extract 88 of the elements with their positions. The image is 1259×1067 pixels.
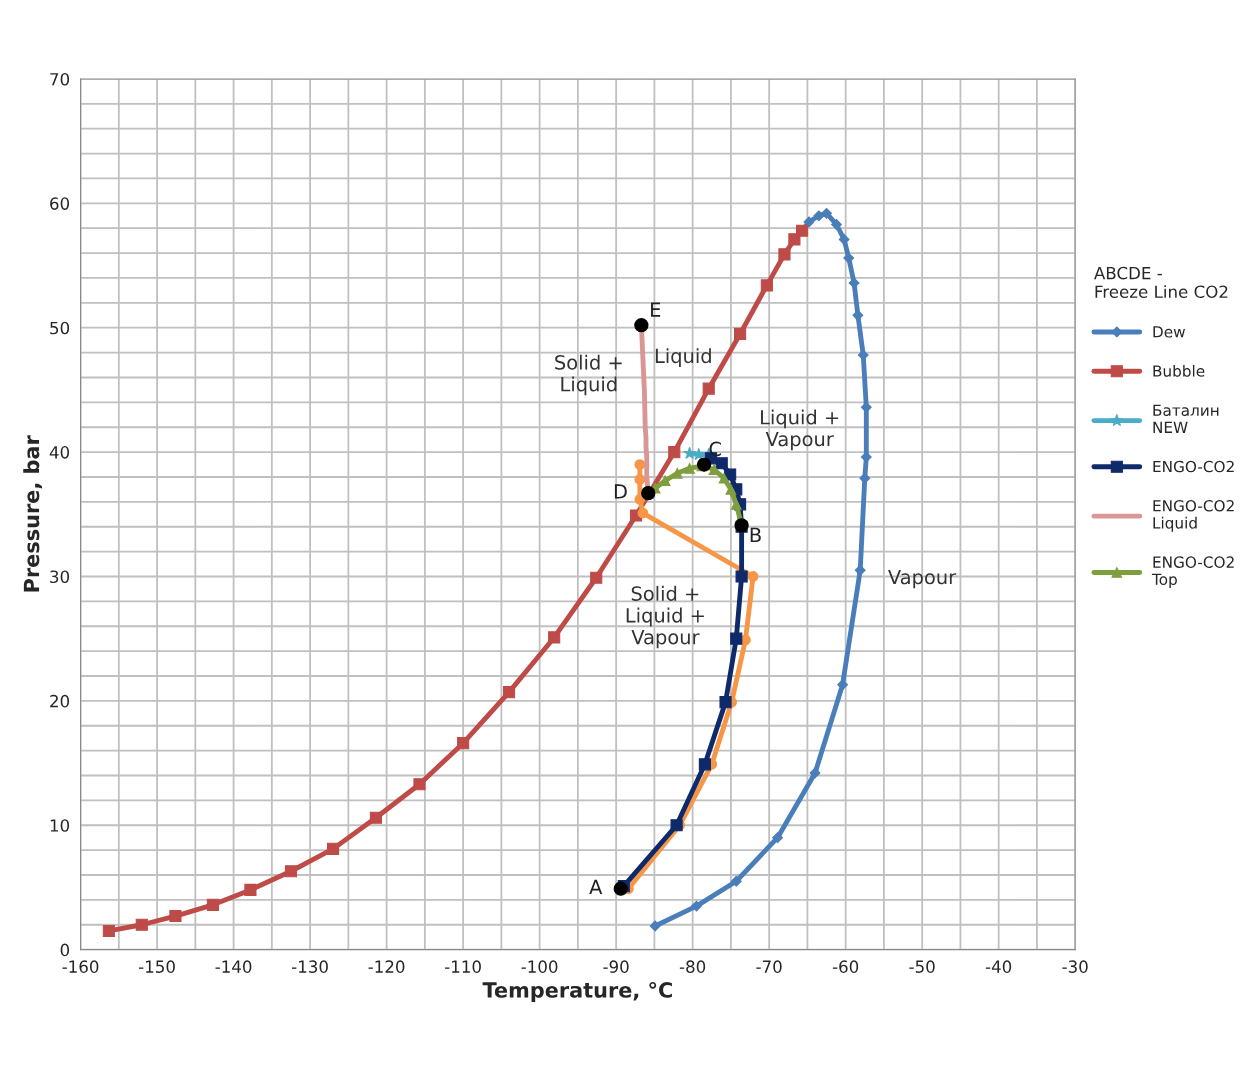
point bbox=[206, 898, 220, 911]
point bbox=[169, 909, 182, 923]
x-tick-label: -40 bbox=[985, 960, 1012, 973]
y-tick-label: 0 bbox=[60, 943, 70, 957]
point bbox=[671, 467, 683, 479]
point bbox=[548, 631, 561, 644]
x-tick-label: -60 bbox=[832, 960, 859, 973]
x-tick-label: -70 bbox=[756, 960, 782, 973]
point bbox=[634, 459, 646, 470]
point bbox=[838, 233, 850, 245]
annotation: Liquid + Vapour bbox=[761, 409, 839, 451]
point bbox=[590, 571, 603, 584]
y-tick-label: 50 bbox=[50, 321, 70, 335]
point bbox=[457, 737, 470, 750]
annotation: D bbox=[614, 484, 627, 499]
point bbox=[684, 462, 695, 474]
point bbox=[697, 457, 712, 472]
y-tick-label: 40 bbox=[49, 446, 70, 459]
point bbox=[102, 924, 115, 938]
point bbox=[634, 474, 646, 485]
annotation: Vapour bbox=[888, 569, 957, 589]
y-tick-label: 10 bbox=[50, 819, 70, 832]
point bbox=[244, 883, 257, 896]
point bbox=[778, 248, 791, 261]
legend-label: Баталин NEW bbox=[1153, 404, 1219, 433]
legend-title: ABCDE - Freeze Line CO2 bbox=[1094, 266, 1228, 299]
point bbox=[284, 865, 298, 878]
legend-label: ENGO-CO2 Top bbox=[1151, 556, 1234, 588]
point bbox=[649, 920, 661, 932]
point bbox=[715, 457, 728, 470]
point bbox=[502, 686, 516, 699]
y-axis-title: Pressure, bar bbox=[23, 435, 43, 592]
y-tick-label: 20 bbox=[50, 694, 70, 708]
point bbox=[724, 468, 737, 481]
x-tick-label: -110 bbox=[445, 960, 481, 973]
x-tick-label: -160 bbox=[62, 960, 99, 973]
x-tick-label: -80 bbox=[679, 960, 706, 973]
x-tick-label: -100 bbox=[521, 960, 558, 973]
point bbox=[670, 819, 683, 832]
point bbox=[668, 446, 681, 459]
point bbox=[613, 881, 628, 896]
point bbox=[803, 216, 815, 228]
point bbox=[326, 842, 340, 855]
point bbox=[637, 507, 649, 519]
point bbox=[719, 696, 732, 709]
point bbox=[831, 219, 842, 230]
y-tick-label: 60 bbox=[50, 197, 70, 210]
x-tick-label: -90 bbox=[603, 960, 629, 973]
annotation: Solid + Liquid bbox=[555, 354, 622, 396]
x-tick-label: -50 bbox=[909, 960, 935, 973]
point bbox=[809, 767, 821, 779]
x-axis-title: Temperature, °C bbox=[482, 981, 672, 1002]
point bbox=[821, 207, 832, 219]
x-tick-label: -30 bbox=[1062, 960, 1088, 973]
annotation: Solid + Liquid + Vapour bbox=[626, 585, 704, 649]
annotation: B bbox=[750, 527, 761, 542]
legend-label: Dew bbox=[1153, 326, 1185, 338]
point bbox=[698, 758, 711, 771]
annotation: E bbox=[651, 302, 661, 317]
x-tick-label: -140 bbox=[215, 960, 252, 973]
point bbox=[718, 472, 730, 484]
point bbox=[730, 632, 743, 645]
point bbox=[691, 900, 702, 912]
point bbox=[634, 318, 649, 333]
point bbox=[702, 382, 715, 395]
point bbox=[772, 832, 783, 844]
annotation: Liquid bbox=[655, 348, 711, 367]
y-tick-label: 70 bbox=[50, 72, 70, 86]
legend-label: ENGO-CO2 Liquid bbox=[1153, 500, 1234, 532]
point bbox=[760, 279, 773, 292]
x-tick-label: -150 bbox=[138, 960, 175, 973]
point bbox=[135, 918, 148, 931]
point bbox=[413, 778, 426, 791]
legend-label: Bubble bbox=[1153, 364, 1205, 377]
point bbox=[747, 571, 759, 582]
point bbox=[683, 446, 697, 459]
legend-label: ENGO-CO2 bbox=[1153, 460, 1234, 473]
y-tick-label: 30 bbox=[50, 570, 70, 584]
point bbox=[730, 875, 742, 887]
point bbox=[735, 570, 748, 583]
annotation: A bbox=[589, 879, 603, 895]
x-tick-label: -130 bbox=[292, 960, 328, 973]
point bbox=[837, 679, 849, 691]
point bbox=[369, 811, 382, 824]
x-tick-label: -120 bbox=[368, 960, 405, 973]
point bbox=[734, 327, 747, 341]
point bbox=[725, 484, 737, 495]
point bbox=[730, 498, 742, 510]
